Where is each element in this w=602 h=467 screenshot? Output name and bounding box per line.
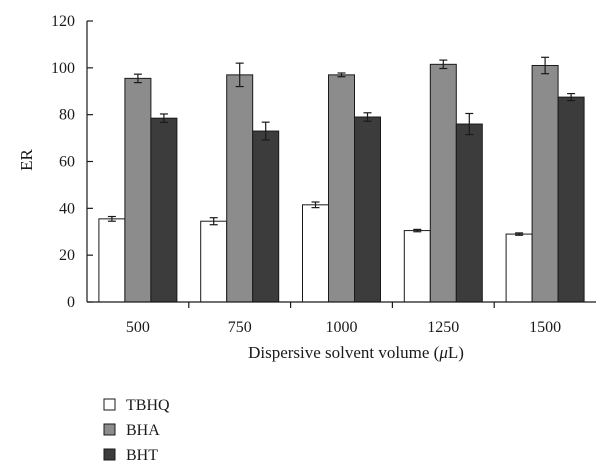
bar-tbhq-750 bbox=[200, 220, 228, 303]
bar-tbhq-1500 bbox=[505, 233, 533, 303]
bar-bht-1500 bbox=[557, 96, 585, 303]
error-bar-bha-1500 bbox=[541, 56, 550, 75]
x-axis-label-suffix: L) bbox=[448, 343, 464, 362]
legend: TBHQ BHA BHT bbox=[103, 397, 170, 464]
bar-bha-1500 bbox=[531, 64, 559, 303]
error-bar-bht-500 bbox=[159, 113, 168, 123]
legend-swatch-bht bbox=[103, 448, 116, 461]
y-tick-label: 100 bbox=[51, 60, 75, 77]
bars-layer bbox=[98, 63, 585, 303]
x-tick-label: 1250 bbox=[427, 319, 459, 336]
error-bar-tbhq-1500 bbox=[515, 232, 524, 236]
y-tick-label: 20 bbox=[59, 247, 75, 264]
x-axis-label-unit: μ bbox=[438, 343, 448, 362]
legend-label-tbhq: TBHQ bbox=[126, 397, 170, 414]
bar-tbhq-1000 bbox=[302, 204, 329, 303]
y-tick-label: 80 bbox=[59, 107, 75, 124]
error-bar-tbhq-750 bbox=[209, 217, 218, 226]
error-bars-layer bbox=[107, 56, 576, 236]
error-bar-bht-1250 bbox=[465, 112, 474, 136]
x-tick-label: 750 bbox=[228, 319, 252, 336]
error-bar-bha-1000 bbox=[337, 72, 346, 78]
x-axis-label-main: Dispersive solvent volume ( bbox=[248, 343, 440, 362]
bar-bha-1000 bbox=[328, 74, 355, 303]
y-axis-label: ER bbox=[17, 148, 36, 170]
y-ticks: 0 20 40 60 80 100 120 bbox=[51, 13, 93, 311]
bar-tbhq-500 bbox=[98, 218, 126, 303]
error-bar-tbhq-1000 bbox=[311, 201, 320, 209]
error-bar-bht-1000 bbox=[363, 112, 372, 122]
error-bar-bha-750 bbox=[235, 62, 244, 88]
error-bar-bha-1250 bbox=[439, 59, 448, 70]
legend-swatch-tbhq bbox=[103, 398, 116, 411]
x-ticks: 500 750 1000 1250 1500 bbox=[126, 302, 561, 336]
x-axis-label: Dispersive solvent volume (μL) bbox=[248, 343, 464, 362]
error-bar-bht-750 bbox=[261, 121, 270, 141]
bar-bht-500 bbox=[150, 117, 178, 303]
bar-bha-500 bbox=[124, 77, 152, 303]
x-tick-label: 1000 bbox=[326, 319, 358, 336]
legend-label-bha: BHA bbox=[126, 422, 160, 439]
legend-label-bht: BHT bbox=[126, 447, 158, 464]
x-tick-label: 500 bbox=[126, 319, 150, 336]
bar-bha-750 bbox=[226, 74, 254, 303]
bar-bht-1250 bbox=[455, 123, 483, 303]
y-tick-label: 40 bbox=[59, 200, 75, 217]
legend-swatch-bha bbox=[103, 423, 116, 436]
error-bar-bht-1500 bbox=[567, 92, 576, 102]
error-bar-bha-500 bbox=[133, 73, 142, 84]
bar-tbhq-1250 bbox=[403, 230, 431, 303]
x-tick-label: 1500 bbox=[529, 319, 561, 336]
bar-bha-1250 bbox=[429, 63, 457, 303]
bar-bht-750 bbox=[252, 130, 280, 303]
y-tick-label: 120 bbox=[51, 13, 75, 30]
y-tick-label: 0 bbox=[67, 294, 75, 311]
error-bar-tbhq-1250 bbox=[413, 228, 422, 233]
bar-bht-1000 bbox=[354, 116, 381, 303]
y-tick-label: 60 bbox=[59, 154, 75, 171]
error-bar-tbhq-500 bbox=[107, 215, 116, 222]
